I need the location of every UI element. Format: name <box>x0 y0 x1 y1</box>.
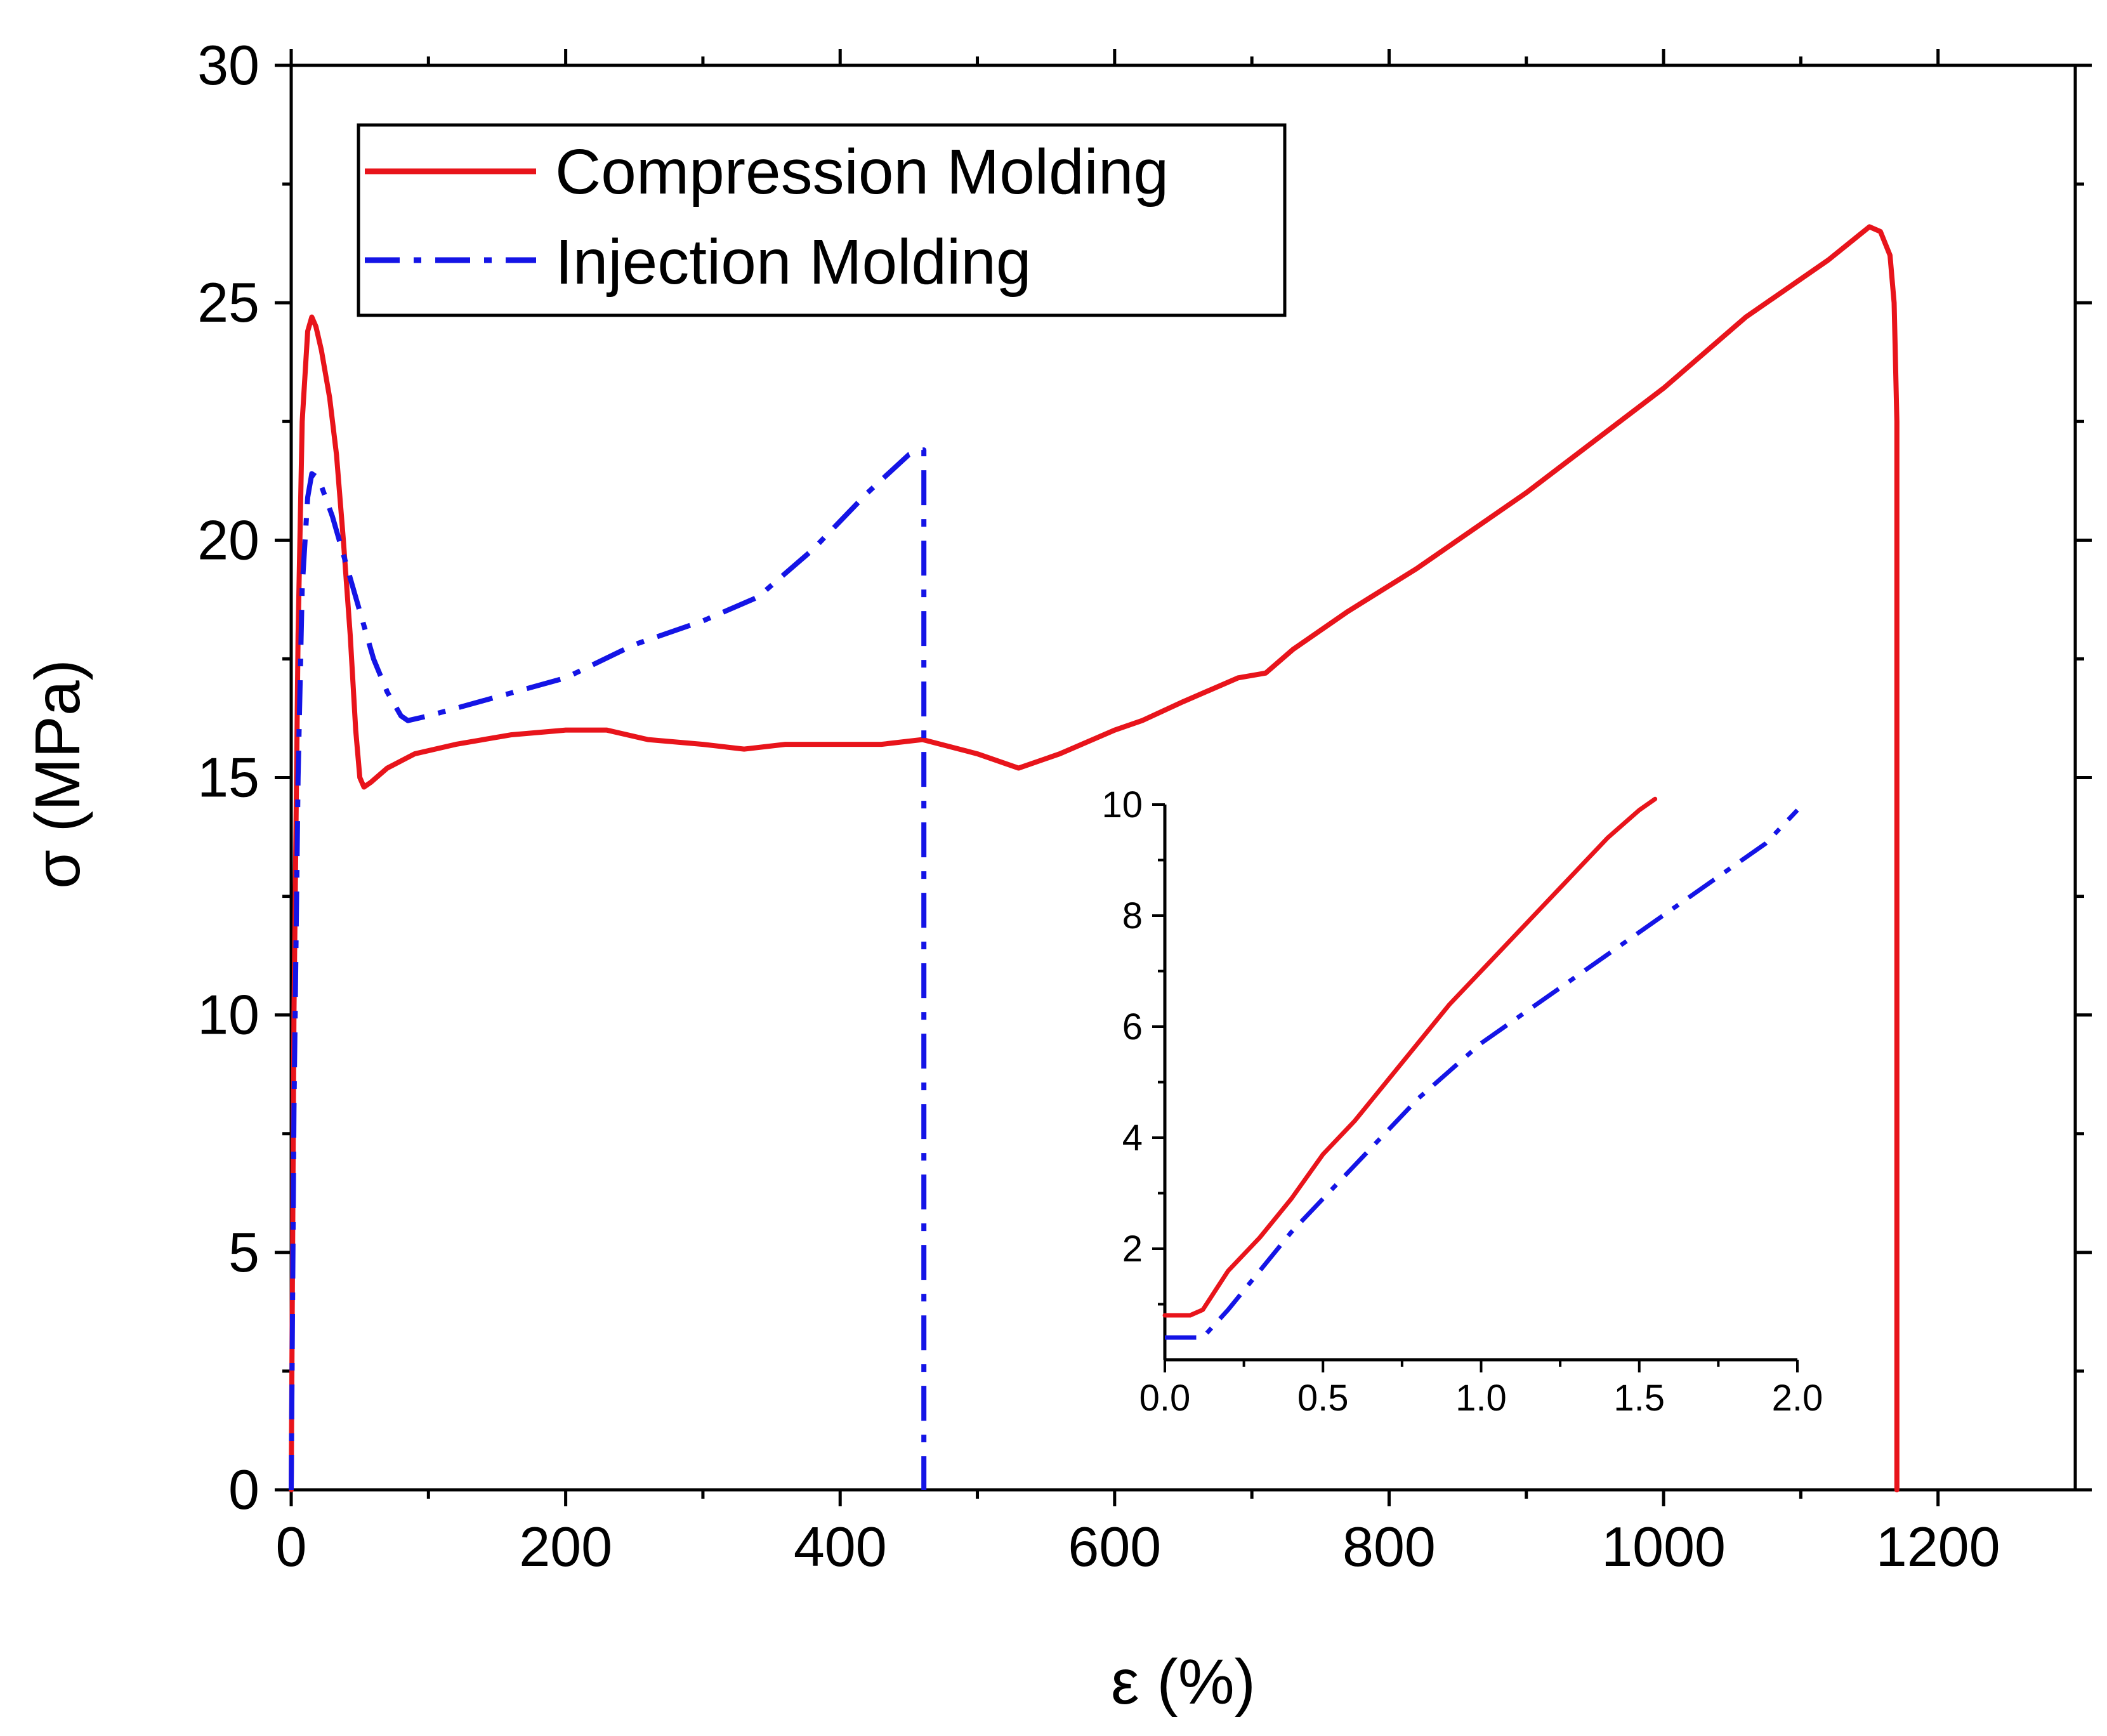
x-tick-label: 200 <box>519 1515 612 1578</box>
x-tick-label: 600 <box>1068 1515 1161 1578</box>
legend-label-compression: Compression Molding <box>555 136 1169 207</box>
inset-x-tick-label: 0.0 <box>1139 1378 1191 1419</box>
y-tick-label: 10 <box>197 983 259 1046</box>
y-tick-label: 15 <box>197 746 259 809</box>
legend-box <box>357 123 1287 317</box>
x-tick-label: 1000 <box>1601 1515 1726 1578</box>
inset-axis-ticks: 0.0 0.5 1.0 1.5 2.0 2 4 6 8 10 <box>1101 784 1823 1419</box>
inset-x-tick-label: 2.0 <box>1772 1378 1823 1419</box>
x-tick-label: 800 <box>1342 1515 1436 1578</box>
inset-x-tick-label: 0.5 <box>1297 1378 1349 1419</box>
inset-x-tick-label: 1.5 <box>1613 1378 1665 1419</box>
y-tick-label: 25 <box>197 271 259 334</box>
x-tick-label: 400 <box>794 1515 887 1578</box>
inset-y-tick-label: 6 <box>1122 1006 1143 1048</box>
main-axis-ticks: 0 200 400 600 800 1000 1200 0 5 10 15 20 25 30 <box>197 34 2092 1578</box>
inset-x-tick-label: 1.0 <box>1455 1378 1507 1419</box>
inset-y-tick-label: 8 <box>1122 895 1143 937</box>
y-axis-label: σ (MPa) <box>22 659 93 889</box>
inset-series-line-injection-molding <box>1165 808 1799 1340</box>
x-tick-label: 1200 <box>1876 1515 2000 1578</box>
inset-series-lines <box>1162 796 1799 1340</box>
inset-y-tick-label: 2 <box>1122 1228 1143 1270</box>
series-line-injection-molding <box>289 447 927 1490</box>
y-tick-label: 20 <box>197 508 259 571</box>
inset-y-tick-label: 4 <box>1122 1117 1143 1159</box>
inset-y-tick-label: 10 <box>1101 784 1143 825</box>
inset-series-line-compression-molding <box>1162 796 1658 1318</box>
x-tick-label: 0 <box>276 1515 307 1578</box>
legend: Compression Molding Injection Molding <box>357 123 1287 317</box>
main-series-lines <box>289 224 1900 1492</box>
y-tick-label: 0 <box>228 1458 259 1521</box>
series-line-compression-molding <box>289 224 1900 1492</box>
x-axis-label: ε (%) <box>1111 1647 1256 1718</box>
inset-plot: 0.0 0.5 1.0 1.5 2.0 2 4 6 8 10 <box>1101 784 1823 1419</box>
legend-label-injection: Injection Molding <box>555 227 1031 298</box>
y-tick-label: 5 <box>228 1221 259 1284</box>
y-tick-label: 30 <box>197 34 259 96</box>
